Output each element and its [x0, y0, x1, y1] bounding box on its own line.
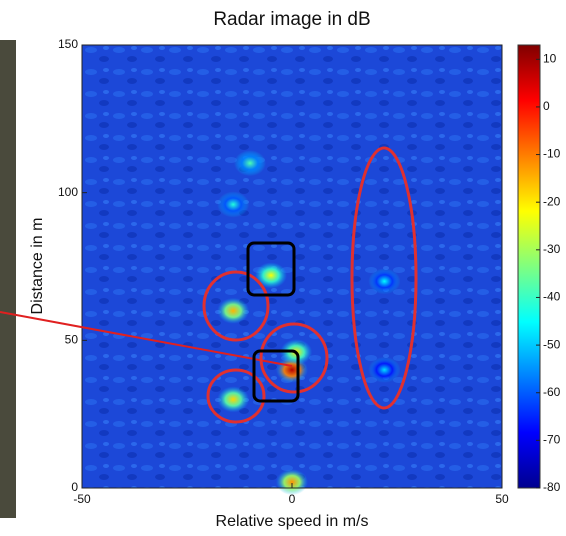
x-tick-label: 0 [289, 492, 296, 506]
colorbar-tick-label: -80 [543, 480, 561, 494]
ellipse-annotation [350, 146, 418, 410]
colorbar-tick-label: -70 [543, 433, 561, 447]
colorbar-tick-label: -20 [543, 194, 561, 208]
y-tick-label: 100 [58, 185, 78, 199]
hotspot [217, 191, 250, 218]
circle-annotation [259, 322, 329, 394]
box-annotation [246, 241, 296, 297]
x-tick-label: 50 [495, 492, 509, 506]
chart-title: Radar image in dB [213, 9, 370, 30]
hotspot [368, 356, 401, 383]
hotspot [217, 386, 250, 413]
pointer-line [0, 311, 293, 367]
y-tick-label: 50 [65, 333, 79, 347]
y-tick-label: 0 [71, 480, 78, 494]
x-tick-label: -50 [73, 492, 91, 506]
colorbar-tick-label: -50 [543, 337, 561, 351]
colorbar-tick-label: -40 [543, 290, 561, 304]
hotspot [368, 268, 401, 295]
hotspot [234, 150, 266, 177]
x-axis-label: Relative speed in m/s [216, 513, 369, 530]
y-axis-label: Distance in m [29, 218, 46, 315]
heatmap-texture [82, 45, 502, 488]
colorbar [517, 44, 541, 489]
circle-annotation [202, 270, 270, 342]
colorbar-tick-label: 10 [543, 51, 557, 65]
photo-strip [0, 40, 16, 518]
colorbar-tick-label: -30 [543, 242, 561, 256]
box-annotation [252, 349, 300, 403]
circle-annotation [206, 368, 266, 424]
annotations [0, 146, 418, 424]
hotspot [276, 469, 308, 496]
hotspot [255, 262, 287, 289]
hotspot [217, 297, 250, 324]
y-tick-label: 150 [58, 37, 78, 51]
colorbar-tick-label: 0 [543, 99, 550, 113]
colorbar-tick-label: -60 [543, 385, 561, 399]
colorbar-tick-label: -10 [543, 147, 561, 161]
